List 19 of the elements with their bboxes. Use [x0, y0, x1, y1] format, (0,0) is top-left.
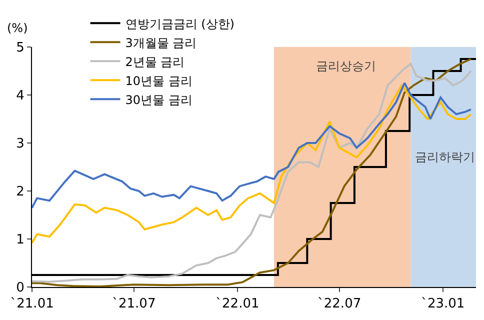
legend-label: 연방기금금리 (상한): [125, 16, 234, 31]
y-tick-label: 2: [16, 184, 24, 200]
x-tick-label: `21.01: [10, 296, 54, 312]
x-tick-label: `22.07: [317, 296, 362, 312]
x-tick-label: `23.01: [420, 296, 465, 312]
y-axis-title: (%): [7, 21, 28, 35]
y-tick-label: 3: [16, 136, 24, 152]
band-label: 금리하락기: [415, 150, 475, 164]
y-tick-label: 5: [16, 40, 24, 56]
legend-label: 2년물 금리: [125, 54, 185, 69]
y-tick-label: 4: [16, 88, 24, 104]
y-tick-label: 1: [16, 232, 24, 248]
legend-label: 30년물 금리: [125, 92, 192, 107]
band-label: 금리상승기: [316, 59, 376, 73]
y-tick-label: 0: [16, 280, 24, 296]
legend-label: 3개월물 금리: [125, 36, 197, 50]
x-tick-label: `21.07: [112, 296, 156, 312]
x-tick-label: `22.01: [216, 296, 260, 312]
legend-label: 10년물 금리: [125, 74, 192, 88]
